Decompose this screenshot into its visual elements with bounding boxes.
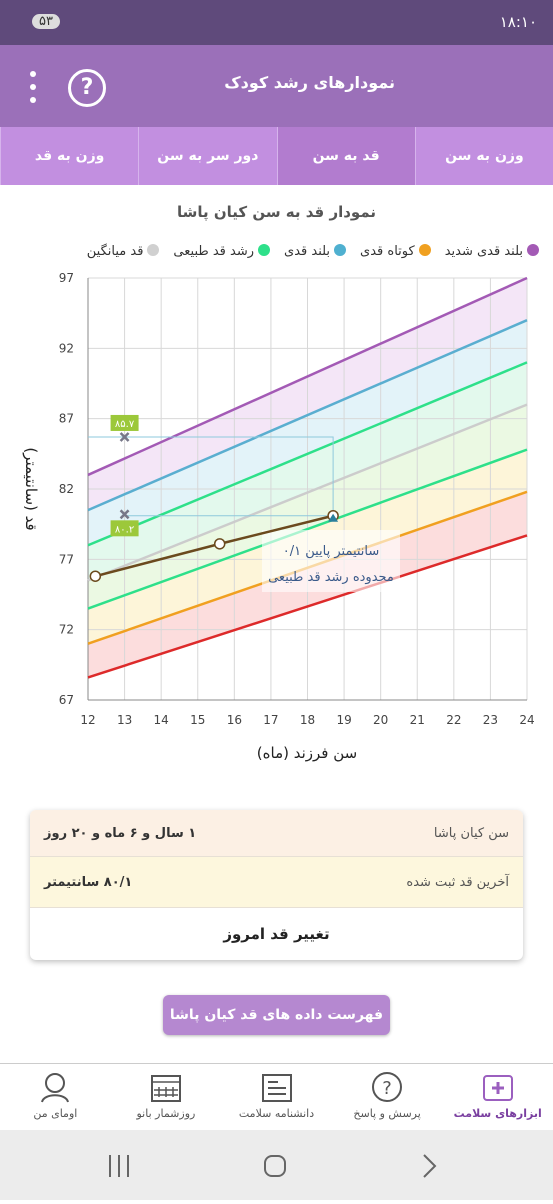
legend-swatch <box>147 244 160 256</box>
info-key: آخرین قد ثبت شده <box>406 874 509 890</box>
marker <box>119 432 130 442</box>
reference-line <box>88 436 334 517</box>
x-tick-label: 17 <box>263 713 278 727</box>
nav-item[interactable]: اومای من <box>0 1064 111 1131</box>
annotation-box <box>262 530 400 592</box>
percentile-line <box>87 319 528 512</box>
tab[interactable]: وزن به قد <box>0 127 138 185</box>
percentile-line <box>87 403 528 582</box>
nav-item[interactable]: دانشنامه سلامت <box>221 1064 332 1131</box>
bottom-nav: ابزارهای سلامت ? پرسش و پاسخ دانشنامه سلا… <box>0 1063 553 1131</box>
nav-item[interactable]: ابزارهای سلامت <box>442 1064 553 1131</box>
x-tick-label: 14 <box>154 713 169 727</box>
y-tick-label: 67 <box>59 693 74 707</box>
tab[interactable]: قد به سن <box>276 127 415 185</box>
legend-swatch <box>527 244 539 256</box>
clock: ۱۸:۱۰ <box>499 13 537 31</box>
header-title: نمودارهای رشد کودک <box>224 73 395 92</box>
y-tick-label: 82 <box>59 482 74 496</box>
app-header: ? نمودارهای رشد کودک <box>0 45 553 127</box>
y-tick-label: 72 <box>59 623 74 637</box>
marker <box>119 509 130 520</box>
marker-label: ۸۵.۷ <box>115 419 135 430</box>
info-card: سن کیان پاشا ۱ سال و ۶ ماه و ۲۰ روز آخرین… <box>30 810 523 960</box>
nav-label: دانشنامه سلامت <box>238 1107 315 1120</box>
tab[interactable]: دور سر به سن <box>138 127 276 185</box>
x-tick-label: 19 <box>336 713 351 727</box>
x-tick-label: 12 <box>80 713 95 727</box>
tab-bar: وزن به قد دور سر به سن قد به سن وزن به س… <box>0 127 553 185</box>
legend-item: بلند قدی شدید <box>445 244 539 259</box>
x-tick-label: 22 <box>446 713 461 727</box>
nav-item[interactable]: ? پرسش و پاسخ <box>332 1064 443 1131</box>
nav-label: پرسش و پاسخ <box>353 1107 421 1120</box>
legend-label: رشد قد طبیعی <box>173 244 255 259</box>
child-point <box>213 538 226 550</box>
x-tick-label: 13 <box>117 713 132 727</box>
legend-item: کوتاه قدی <box>360 244 431 259</box>
marker-label-box <box>110 414 139 431</box>
legend-swatch <box>334 244 347 256</box>
percentile-line <box>87 534 528 679</box>
x-tick-label: 20 <box>373 713 388 727</box>
legend-swatch <box>258 244 271 256</box>
nav-item[interactable]: روزشمار بانو <box>111 1064 222 1131</box>
system-nav <box>0 1130 553 1200</box>
marker-label: ۸۰.۲ <box>115 524 134 535</box>
legend-swatch <box>418 244 431 256</box>
info-key: سن کیان پاشا <box>433 825 509 841</box>
y-tick-label: 77 <box>59 552 74 566</box>
last-point-marker <box>328 513 339 522</box>
x-tick-label: 16 <box>227 713 242 727</box>
percentile-line <box>87 276 528 477</box>
chart: 12 13 14 15 16 17 18 19 20 21 22 23 24 67 72 77 82 87 92 97… <box>22 271 535 762</box>
status-bar: ۵۳ ۱۸:۱۰ <box>0 0 553 45</box>
x-tick-label: 24 <box>519 713 534 727</box>
info-row: آخرین قد ثبت شده ۸۰/۱ سانتیمتر <box>30 857 523 908</box>
y-tick-label: 97 <box>59 271 74 285</box>
y-tick-label: 92 <box>59 341 74 355</box>
legend: بلند قدی شدید کوتاه قدی بلند قدی رشد قد طبی… <box>87 244 539 259</box>
x-tick-label: 23 <box>483 713 498 727</box>
info-value: ۱ سال و ۶ ماه و ۲۰ روز <box>44 825 197 841</box>
annotation: محدوده رشد قد طبیعی <box>268 570 394 585</box>
percentile-line <box>87 448 528 610</box>
legend-label: کوتاه قدی <box>360 244 415 259</box>
list-button[interactable]: فهرست داده های قد کیان پاشا <box>163 995 390 1035</box>
child-point <box>89 570 102 582</box>
chart-title: نمودار قد به سن کیان پاشا <box>176 203 377 221</box>
nav-label: ابزارهای سلامت <box>453 1107 542 1120</box>
menu-button[interactable] <box>30 71 36 103</box>
nav-label: اومای من <box>33 1107 78 1120</box>
x-tick-label: 15 <box>190 713 205 727</box>
legend-item: رشد قد طبیعی <box>173 244 271 259</box>
legend-label: قد میانگین <box>86 244 144 259</box>
y-tick-label: 87 <box>59 412 74 426</box>
legend-label: بلند قدی شدید <box>444 244 523 259</box>
annotation: ۰/۱ سانتیمتر پایین <box>283 544 380 559</box>
info-value: ۸۰/۱ سانتیمتر <box>44 874 133 890</box>
change-height-button[interactable]: تغییر قد امروز <box>223 925 330 943</box>
nav-label: روزشمار بانو <box>136 1107 196 1120</box>
legend-item: قد میانگین <box>87 244 160 259</box>
legend-item: بلند قدی <box>284 244 347 259</box>
legend-label: بلند قدی <box>284 244 331 259</box>
y-axis-label: قد (سانتیمتر) <box>22 447 40 530</box>
help-button[interactable]: ? <box>68 69 106 107</box>
percentile-line <box>87 361 528 547</box>
svg-text:?: ? <box>382 1078 392 1099</box>
x-tick-label: 21 <box>410 713 425 727</box>
marker-label-box <box>110 520 139 537</box>
tab[interactable]: وزن به سن <box>414 127 553 185</box>
x-tick-label: 18 <box>300 713 315 727</box>
info-row: سن کیان پاشا ۱ سال و ۶ ماه و ۲۰ روز <box>30 810 523 857</box>
battery: ۵۳ <box>32 14 60 29</box>
x-axis-label: سن فرزند (ماه) <box>257 744 357 762</box>
